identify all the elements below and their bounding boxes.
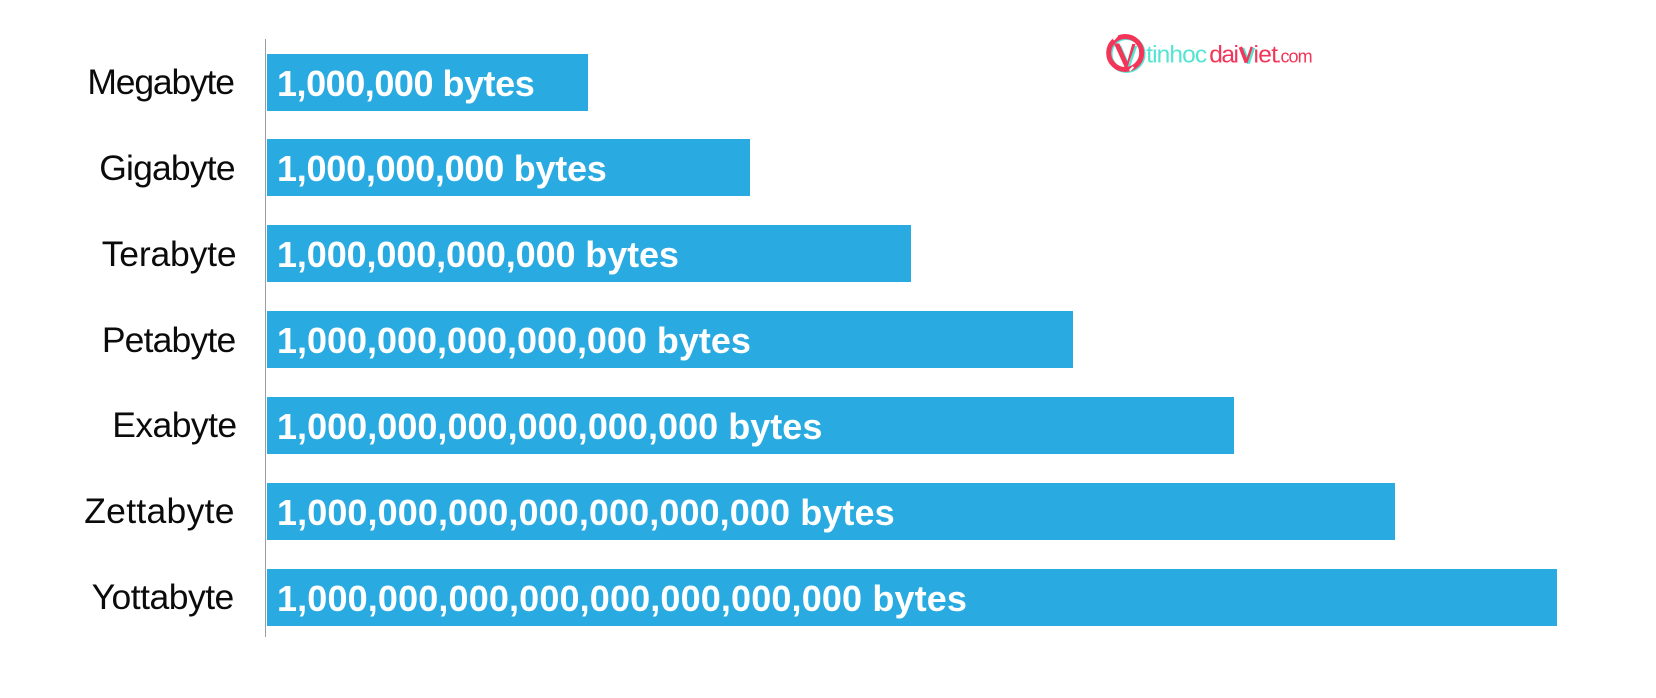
svg-text:iet: iet [1254, 42, 1279, 69]
svg-text:tinhoc: tinhoc [1146, 42, 1207, 69]
svg-text:dai: dai [1209, 42, 1237, 69]
svg-text:.com: .com [1276, 46, 1311, 66]
